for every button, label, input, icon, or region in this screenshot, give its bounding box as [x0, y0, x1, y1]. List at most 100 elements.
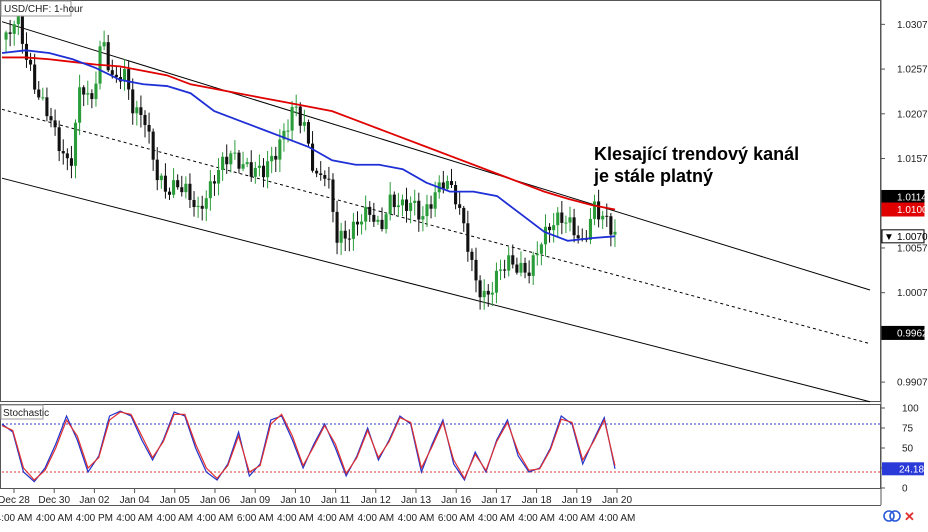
- svg-text:✕: ✕: [904, 509, 915, 524]
- candle: [212, 175, 217, 196]
- candle: [564, 215, 568, 234]
- candle: [163, 163, 167, 199]
- candle: [298, 102, 302, 134]
- moving-averages: [1, 49, 616, 242]
- time-tick-date: Jan 09: [240, 495, 270, 506]
- time-tick-time: 4:00 AM: [558, 513, 595, 524]
- time-tick-time: 4:00 AM: [277, 513, 314, 524]
- candle: [257, 154, 261, 177]
- stochastic-tick-label: 50: [902, 444, 914, 455]
- stochastic-series-line: [1, 411, 616, 481]
- time-tick-date: Jan 19: [562, 495, 592, 506]
- candle: [78, 74, 82, 135]
- candle: [384, 211, 388, 234]
- candle: [8, 19, 12, 47]
- time-tick-time: 4:00 AM: [156, 513, 193, 524]
- candle: [4, 30, 8, 53]
- candle: [347, 229, 351, 252]
- time-tick-time: 4:00 AM: [197, 513, 234, 524]
- time-tick-date: Jan 13: [401, 495, 431, 506]
- candle: [37, 81, 41, 100]
- time-tick-time: 4:00 AM: [317, 513, 354, 524]
- price-badges: 1.0114 1.0100 ▼ 1.0070 0.9962: [881, 189, 928, 340]
- candle: [69, 145, 73, 179]
- candle: [364, 195, 368, 231]
- time-tick-time: 4:00 AM: [518, 513, 555, 524]
- candle: [355, 211, 360, 236]
- stochastic-axis: 100755025024.18: [881, 404, 924, 495]
- candle: [123, 59, 127, 91]
- candle: [466, 210, 470, 262]
- candle: [531, 251, 535, 285]
- candle: [315, 167, 319, 178]
- time-axis: Dec 28 4:00 AM Dec 30 4:00 AM Jan 02 4:00 PM J…: [0, 489, 635, 524]
- price-tick-label: 1.0007: [897, 288, 928, 299]
- candle: [229, 150, 233, 173]
- svg-text:1.0100: 1.0100: [897, 205, 928, 216]
- time-tick-date: Jan 17: [481, 495, 511, 506]
- tradingview-logo-icon[interactable]: ✕: [904, 509, 915, 524]
- candle: [613, 219, 617, 247]
- candle: [523, 257, 527, 279]
- candlesticks: [4, 3, 617, 310]
- stochastic-title-box: [0, 404, 44, 420]
- candle: [102, 30, 106, 51]
- candle: [159, 173, 163, 189]
- price-badge: ▼ 1.0070: [881, 229, 928, 244]
- candle: [543, 214, 548, 257]
- candle: [302, 109, 306, 132]
- candle: [249, 150, 253, 182]
- candle: [560, 200, 564, 235]
- candle: [535, 241, 539, 266]
- candle: [143, 110, 147, 138]
- time-tick-time: 6:00 AM: [237, 513, 274, 524]
- candle: [478, 275, 482, 310]
- time-tick-date: Jan 06: [200, 495, 230, 506]
- candle: [135, 100, 139, 126]
- candle: [417, 192, 421, 232]
- price-badge: 0.9962: [881, 325, 928, 340]
- candle: [458, 191, 462, 215]
- candle: [221, 152, 225, 181]
- time-tick-time: 6:00 AM: [438, 513, 475, 524]
- candle: [507, 246, 511, 277]
- candle: [486, 284, 490, 307]
- ma-red-line: [2, 56, 616, 211]
- candle: [245, 157, 249, 168]
- time-tick-date: Jan 11: [321, 495, 351, 506]
- svg-text:▼: ▼: [884, 232, 894, 243]
- candle: [241, 151, 245, 172]
- candle: [331, 173, 335, 223]
- candle: [253, 161, 257, 184]
- chart-title: USD/CHF: 1-hour: [4, 4, 84, 15]
- candle: [274, 146, 278, 173]
- time-tick-date: Dec 30: [38, 495, 70, 506]
- candle: [343, 220, 347, 252]
- candle: [311, 131, 315, 173]
- price-tick-label: 1.0207: [897, 109, 928, 120]
- candle: [188, 173, 192, 209]
- candle: [462, 205, 466, 232]
- candle: [388, 182, 392, 221]
- time-tick-date: Dec 28: [0, 495, 30, 506]
- candle: [86, 80, 90, 106]
- stochastic-tick-label: 0: [902, 484, 908, 495]
- candle: [217, 158, 221, 196]
- time-tick-time: 4:00 AM: [0, 513, 32, 524]
- candle: [196, 196, 200, 218]
- chart-sync-icon[interactable]: [883, 510, 901, 522]
- candle: [45, 87, 49, 122]
- candle: [400, 194, 404, 217]
- price-tick-label: 0.9907: [897, 378, 928, 389]
- candle: [12, 20, 16, 46]
- candle: [176, 174, 180, 190]
- candle: [339, 222, 343, 255]
- candle: [147, 112, 151, 144]
- annotation-line-2: je stále platný: [594, 166, 714, 186]
- candle: [556, 207, 560, 238]
- price-tick-label: 1.0257: [897, 65, 928, 76]
- time-tick-time: 4:00 PM: [76, 513, 113, 524]
- candle: [180, 175, 184, 197]
- candle: [139, 95, 143, 128]
